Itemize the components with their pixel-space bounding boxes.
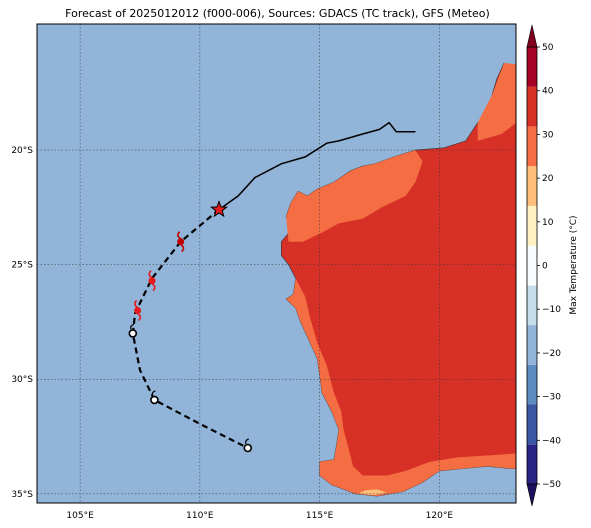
colorbar-bin bbox=[527, 205, 537, 246]
longitude-tick-label: 115°E bbox=[306, 511, 334, 521]
colorbar-extend-high bbox=[526, 24, 538, 48]
latitude-tick-label: 25°S bbox=[11, 261, 33, 271]
past-track-line bbox=[218, 121, 416, 211]
colorbar-tick-label: 10 bbox=[542, 218, 554, 228]
colorbar-tick-label: 30 bbox=[542, 130, 554, 140]
colorbar: 50 40 30 20 10 0 −10 −20 −30 −40 −50 bbox=[526, 24, 561, 507]
longitude-tick-label: 120°E bbox=[426, 511, 454, 521]
land-warm-region bbox=[286, 278, 516, 497]
colorbar-tick-label: 40 bbox=[542, 87, 554, 97]
map-grid bbox=[37, 24, 516, 503]
longitude-labels: 105°E 110°E 115°E 120°E bbox=[66, 511, 453, 521]
cyclone-icon bbox=[134, 299, 142, 322]
colorbar-bin bbox=[527, 166, 537, 206]
colorbar-label: Max Temperature (°C) bbox=[569, 215, 579, 314]
colorbar-tick-label: 50 bbox=[542, 43, 554, 53]
colorbar-tick-label: −10 bbox=[542, 305, 561, 315]
map-title: Forecast of 2025012012 (f000-006), Sourc… bbox=[65, 7, 490, 20]
colorbar-bin bbox=[527, 404, 537, 445]
colorbar-tick-label: −40 bbox=[542, 436, 561, 446]
colorbar-tick-label: 20 bbox=[542, 174, 554, 184]
land-warm-region bbox=[286, 63, 516, 242]
low-pressure-icon bbox=[150, 390, 159, 405]
latitude-tick-label: 30°S bbox=[11, 375, 33, 385]
colorbar-tick-label: 0 bbox=[542, 262, 548, 272]
low-pressure-icon bbox=[128, 323, 138, 338]
star-icon bbox=[210, 200, 228, 218]
latitude-tick-label: 35°S bbox=[11, 490, 33, 500]
colorbar-bin bbox=[527, 325, 537, 365]
colorbar-bin bbox=[527, 285, 537, 326]
cyclone-track bbox=[128, 121, 416, 453]
colorbar-tick-label: −50 bbox=[542, 480, 561, 490]
colorbar-bin bbox=[527, 364, 537, 405]
colorbar-bin bbox=[527, 126, 537, 167]
colorbar-bin bbox=[527, 47, 537, 87]
colorbar-tick-label: −30 bbox=[542, 393, 561, 403]
map-frame bbox=[36, 23, 517, 504]
colorbar-bin bbox=[527, 444, 537, 484]
map-area bbox=[37, 24, 516, 503]
latitude-tick-label: 20°S bbox=[11, 146, 33, 156]
colorbar-tick-label: −20 bbox=[542, 349, 561, 359]
colorbar-bin bbox=[527, 245, 537, 286]
colorbar-bin bbox=[527, 86, 537, 127]
longitude-tick-label: 110°E bbox=[186, 511, 214, 521]
land-mild-region bbox=[357, 489, 387, 495]
longitude-tick-label: 105°E bbox=[66, 511, 94, 521]
colorbar-extend-low bbox=[526, 483, 538, 507]
cyclone-icon bbox=[177, 231, 185, 253]
low-pressure-icon bbox=[243, 438, 253, 453]
latitude-labels: 20°S 25°S 30°S 35°S bbox=[11, 146, 33, 500]
cyclone-icon bbox=[148, 270, 156, 292]
